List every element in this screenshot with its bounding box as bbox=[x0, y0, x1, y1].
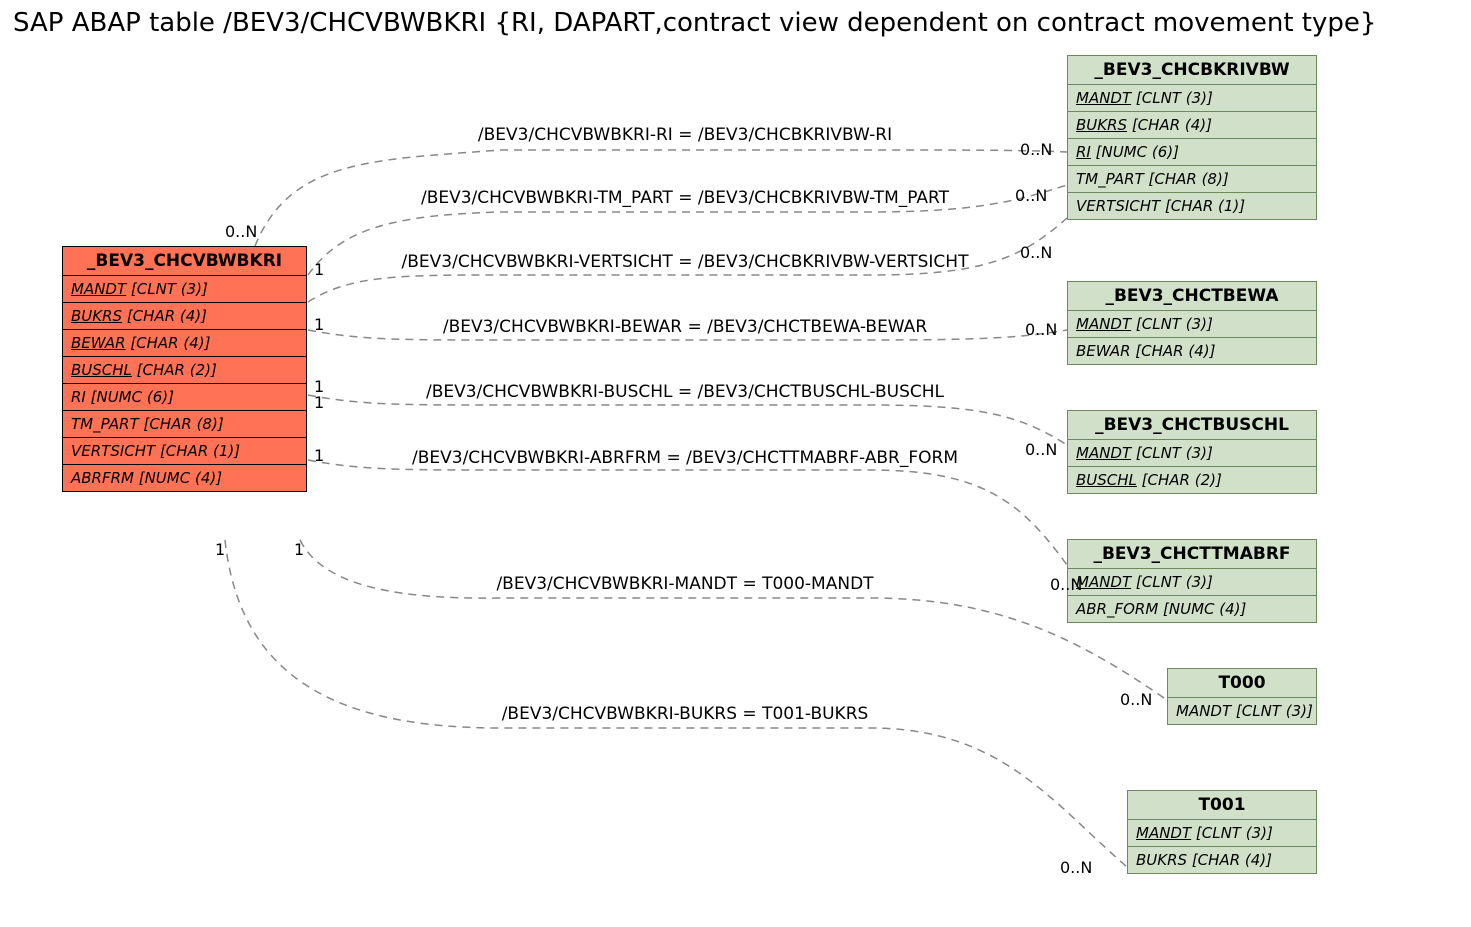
cardinality-label: 0..N bbox=[1020, 140, 1052, 159]
ref-entity: _BEV3_CHCTBEWAMANDT [CLNT (3)]BEWAR [CHA… bbox=[1067, 281, 1317, 365]
entity-header: _BEV3_CHCTBEWA bbox=[1068, 282, 1316, 311]
cardinality-label: 1 bbox=[314, 315, 324, 334]
cardinality-label: 1 bbox=[215, 540, 225, 559]
edge-label: /BEV3/CHCVBWBKRI-ABRFRM = /BEV3/CHCTTMAB… bbox=[412, 448, 958, 468]
entity-field-row: BEWAR [CHAR (4)] bbox=[63, 330, 306, 357]
ref-entity: T000MANDT [CLNT (3)] bbox=[1167, 668, 1317, 725]
main-entity: _BEV3_CHCVBWBKRIMANDT [CLNT (3)]BUKRS [C… bbox=[62, 246, 307, 492]
entity-header: _BEV3_CHCVBWBKRI bbox=[63, 247, 306, 276]
entity-field-row: BUKRS [CHAR (4)] bbox=[1128, 847, 1316, 873]
entity-field-row: TM_PART [CHAR (8)] bbox=[63, 411, 306, 438]
cardinality-label: 1 bbox=[314, 260, 324, 279]
cardinality-label: 0..N bbox=[1025, 320, 1057, 339]
entity-field-row: MANDT [CLNT (3)] bbox=[1128, 820, 1316, 847]
cardinality-label: 0..N bbox=[1025, 440, 1057, 459]
entity-header: _BEV3_CHCTBUSCHL bbox=[1068, 411, 1316, 440]
entity-field-row: ABR_FORM [NUMC (4)] bbox=[1068, 596, 1316, 622]
entity-field-row: BUKRS [CHAR (4)] bbox=[63, 303, 306, 330]
entity-field-row: MANDT [CLNT (3)] bbox=[1068, 440, 1316, 467]
edge-label: /BEV3/CHCVBWBKRI-TM_PART = /BEV3/CHCBKRI… bbox=[421, 188, 949, 208]
entity-field-row: MANDT [CLNT (3)] bbox=[1068, 311, 1316, 338]
ref-entity: _BEV3_CHCTTMABRFMANDT [CLNT (3)]ABR_FORM… bbox=[1067, 539, 1317, 623]
edge-label: /BEV3/CHCVBWBKRI-BUSCHL = /BEV3/CHCTBUSC… bbox=[426, 382, 944, 402]
entity-header: T001 bbox=[1128, 791, 1316, 820]
entity-field-row: BUKRS [CHAR (4)] bbox=[1068, 112, 1316, 139]
ref-entity: _BEV3_CHCBKRIVBWMANDT [CLNT (3)]BUKRS [C… bbox=[1067, 55, 1317, 220]
edge-label: /BEV3/CHCVBWBKRI-RI = /BEV3/CHCBKRIVBW-R… bbox=[478, 125, 892, 145]
cardinality-label: 0..N bbox=[225, 222, 257, 241]
cardinality-label: 0..N bbox=[1120, 690, 1152, 709]
cardinality-label: 0..N bbox=[1015, 186, 1047, 205]
cardinality-label: 1 bbox=[314, 393, 324, 412]
entity-field-row: MANDT [CLNT (3)] bbox=[63, 276, 306, 303]
entity-field-row: BUSCHL [CHAR (2)] bbox=[1068, 467, 1316, 493]
ref-entity: T001MANDT [CLNT (3)]BUKRS [CHAR (4)] bbox=[1127, 790, 1317, 874]
cardinality-label: 1 bbox=[294, 540, 304, 559]
edge-label: /BEV3/CHCVBWBKRI-VERTSICHT = /BEV3/CHCBK… bbox=[402, 252, 969, 272]
cardinality-label: 0..N bbox=[1060, 858, 1092, 877]
entity-field-row: VERTSICHT [CHAR (1)] bbox=[1068, 193, 1316, 219]
entity-field-row: TM_PART [CHAR (8)] bbox=[1068, 166, 1316, 193]
edge-label: /BEV3/CHCVBWBKRI-BUKRS = T001-BUKRS bbox=[502, 704, 869, 724]
entity-header: _BEV3_CHCBKRIVBW bbox=[1068, 56, 1316, 85]
entity-header: _BEV3_CHCTTMABRF bbox=[1068, 540, 1316, 569]
entity-field-row: BEWAR [CHAR (4)] bbox=[1068, 338, 1316, 364]
er-diagram-canvas: SAP ABAP table /BEV3/CHCVBWBKRI {RI, DAP… bbox=[0, 0, 1471, 927]
cardinality-label: 0..N bbox=[1020, 243, 1052, 262]
entity-field-row: ABRFRM [NUMC (4)] bbox=[63, 465, 306, 491]
edge-label: /BEV3/CHCVBWBKRI-MANDT = T000-MANDT bbox=[496, 574, 873, 594]
ref-entity: _BEV3_CHCTBUSCHLMANDT [CLNT (3)]BUSCHL [… bbox=[1067, 410, 1317, 494]
entity-field-row: MANDT [CLNT (3)] bbox=[1068, 85, 1316, 112]
edge-label: /BEV3/CHCVBWBKRI-BEWAR = /BEV3/CHCTBEWA-… bbox=[443, 317, 927, 337]
diagram-title: SAP ABAP table /BEV3/CHCVBWBKRI {RI, DAP… bbox=[13, 8, 1376, 38]
cardinality-label: 1 bbox=[314, 446, 324, 465]
entity-field-row: MANDT [CLNT (3)] bbox=[1068, 569, 1316, 596]
entity-field-row: VERTSICHT [CHAR (1)] bbox=[63, 438, 306, 465]
cardinality-label: 0..N bbox=[1050, 575, 1082, 594]
entity-field-row: MANDT [CLNT (3)] bbox=[1168, 698, 1316, 724]
entity-header: T000 bbox=[1168, 669, 1316, 698]
entity-field-row: BUSCHL [CHAR (2)] bbox=[63, 357, 306, 384]
entity-field-row: RI [NUMC (6)] bbox=[1068, 139, 1316, 166]
entity-field-row: RI [NUMC (6)] bbox=[63, 384, 306, 411]
